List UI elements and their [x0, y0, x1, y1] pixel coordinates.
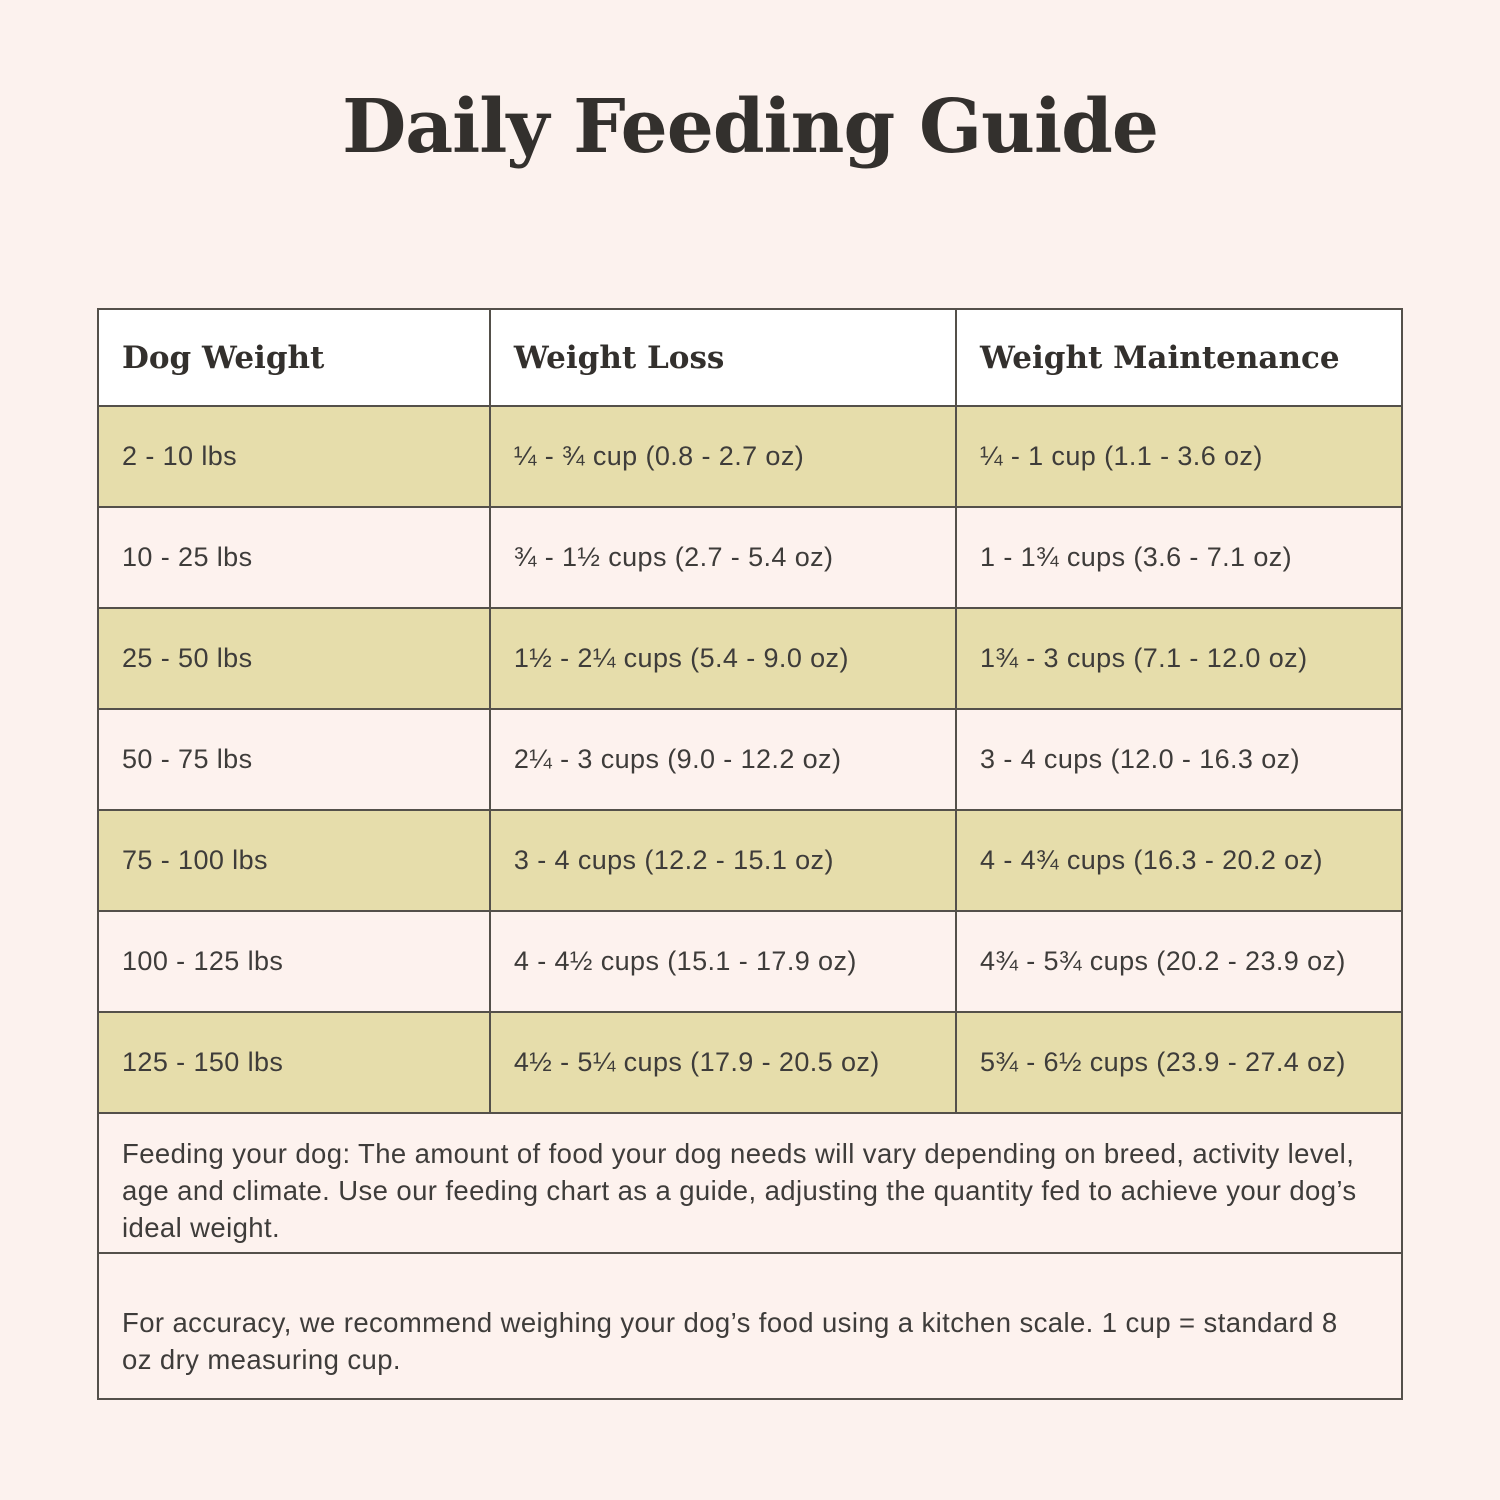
table-row: 10 - 25 lbs ¾ - 1½ cups (2.7 - 5.4 oz) 1…: [99, 508, 1401, 609]
weight-maintenance-cell: 4 - 4¾ cups (16.3 - 20.2 oz): [980, 845, 1323, 875]
column-header-weight-loss: Weight Loss: [491, 310, 957, 405]
dog-weight-cell: 2 - 10 lbs: [99, 407, 491, 506]
weight-maintenance-cell: 1¾ - 3 cups (7.1 - 12.0 oz): [980, 643, 1308, 673]
feeding-note: Feeding your dog: The amount of food you…: [99, 1114, 1401, 1254]
column-header-weight-maintenance: Weight Maintenance: [980, 339, 1340, 376]
weight-maintenance-cell: 3 - 4 cups (12.0 - 16.3 oz): [980, 744, 1300, 774]
dog-weight-cell: 100 - 125 lbs: [99, 912, 491, 1011]
table-row: 2 - 10 lbs ¼ - ¾ cup (0.8 - 2.7 oz) ¼ - …: [99, 407, 1401, 508]
weight-loss-cell: 4 - 4½ cups (15.1 - 17.9 oz): [491, 912, 957, 1011]
weight-maintenance-cell: 5¾ - 6½ cups (23.9 - 27.4 oz): [980, 1047, 1346, 1077]
weight-loss-cell: 2¼ - 3 cups (9.0 - 12.2 oz): [491, 710, 957, 809]
weight-maintenance-cell: ¼ - 1 cup (1.1 - 3.6 oz): [980, 441, 1263, 471]
dog-weight-cell: 125 - 150 lbs: [99, 1013, 491, 1112]
table-header-row: Dog Weight Weight Loss Weight Maintenanc…: [99, 310, 1401, 407]
weight-loss-cell: 3 - 4 cups (12.2 - 15.1 oz): [491, 811, 957, 910]
weight-maintenance-cell: 1 - 1¾ cups (3.6 - 7.1 oz): [980, 542, 1293, 572]
accuracy-note: For accuracy, we recommend weighing your…: [122, 1307, 1338, 1375]
weight-loss-cell: 1½ - 2¼ cups (5.4 - 9.0 oz): [491, 609, 957, 708]
weight-loss-cell: ¼ - ¾ cup (0.8 - 2.7 oz): [491, 407, 957, 506]
table-row: 25 - 50 lbs 1½ - 2¼ cups (5.4 - 9.0 oz) …: [99, 609, 1401, 710]
table-row: 125 - 150 lbs 4½ - 5¼ cups (17.9 - 20.5 …: [99, 1013, 1401, 1114]
dog-weight-cell: 10 - 25 lbs: [99, 508, 491, 607]
table-row: 100 - 125 lbs 4 - 4½ cups (15.1 - 17.9 o…: [99, 912, 1401, 1013]
table-row: 75 - 100 lbs 3 - 4 cups (12.2 - 15.1 oz)…: [99, 811, 1401, 912]
page-title: Daily Feeding Guide: [342, 84, 1159, 170]
weight-maintenance-cell: 4¾ - 5¾ cups (20.2 - 23.9 oz): [980, 946, 1346, 976]
weight-loss-cell: 4½ - 5¼ cups (17.9 - 20.5 oz): [491, 1013, 957, 1112]
weight-loss-cell: ¾ - 1½ cups (2.7 - 5.4 oz): [491, 508, 957, 607]
table-row: 50 - 75 lbs 2¼ - 3 cups (9.0 - 12.2 oz) …: [99, 710, 1401, 811]
feeding-guide-panel: Dog Weight Weight Loss Weight Maintenanc…: [97, 308, 1403, 1400]
column-header-dog-weight: Dog Weight: [99, 310, 491, 405]
dog-weight-cell: 25 - 50 lbs: [99, 609, 491, 708]
dog-weight-cell: 50 - 75 lbs: [99, 710, 491, 809]
dog-weight-cell: 75 - 100 lbs: [99, 811, 491, 910]
